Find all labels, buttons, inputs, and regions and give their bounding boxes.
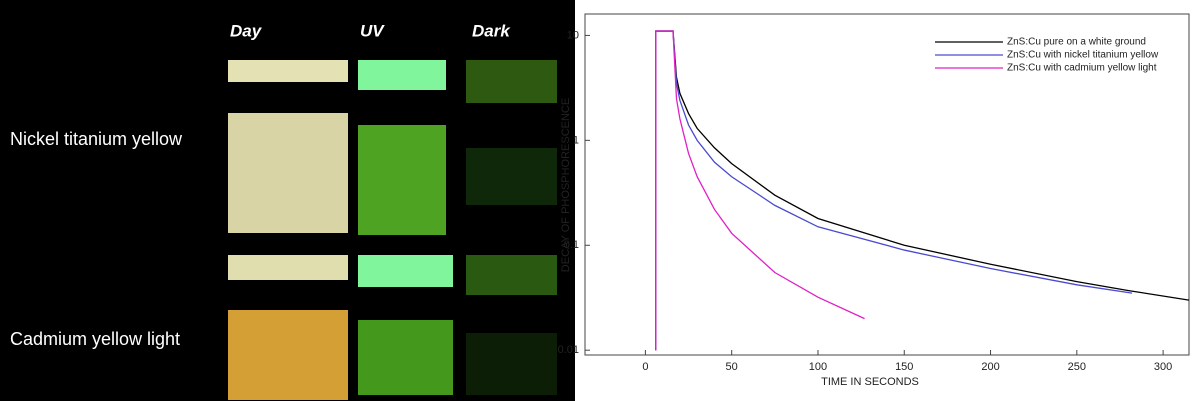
swatch — [228, 255, 348, 280]
row-label: Nickel titanium yellow — [10, 129, 183, 149]
x-tick-label: 50 — [726, 361, 738, 373]
row-label: Cadmium yellow light — [10, 329, 180, 349]
column-header: Dark — [472, 21, 511, 40]
column-header: UV — [360, 21, 385, 40]
swatch — [466, 60, 557, 103]
x-axis-label: TIME IN SECONDS — [821, 376, 919, 388]
x-tick-label: 300 — [1154, 361, 1172, 373]
swatch — [358, 320, 453, 395]
swatch — [466, 148, 557, 205]
swatches — [228, 60, 557, 400]
legend-label: ZnS:Cu with nickel titanium yellow — [1007, 50, 1159, 61]
x-tick-label: 200 — [981, 361, 999, 373]
swatch — [358, 125, 446, 235]
swatch — [466, 333, 557, 395]
y-tick-label: 10 — [567, 29, 579, 41]
x-tick-label: 100 — [809, 361, 827, 373]
data-line — [655, 30, 1133, 351]
y-tick-label: 0.1 — [564, 239, 579, 251]
legend-label: ZnS:Cu pure on a white ground — [1007, 37, 1146, 48]
swatch — [228, 310, 348, 400]
swatch — [466, 255, 557, 295]
swatch — [228, 60, 348, 82]
data-line — [655, 30, 1190, 351]
x-tick-label: 150 — [895, 361, 913, 373]
legend-label: ZnS:Cu with cadmium yellow light — [1007, 63, 1157, 74]
y-axis-label: DECAY OF PHOSPHORESCENCE — [560, 98, 572, 272]
swatch — [358, 255, 453, 287]
swatch — [228, 113, 348, 233]
y-tick-label: 0.01 — [558, 344, 579, 356]
plot-frame — [584, 13, 1190, 356]
y-tick-label: 1 — [573, 134, 579, 146]
column-header: Day — [230, 21, 263, 40]
x-tick-label: 0 — [642, 361, 648, 373]
swatch — [358, 60, 446, 90]
x-tick-label: 250 — [1068, 361, 1086, 373]
data-line — [655, 30, 865, 351]
